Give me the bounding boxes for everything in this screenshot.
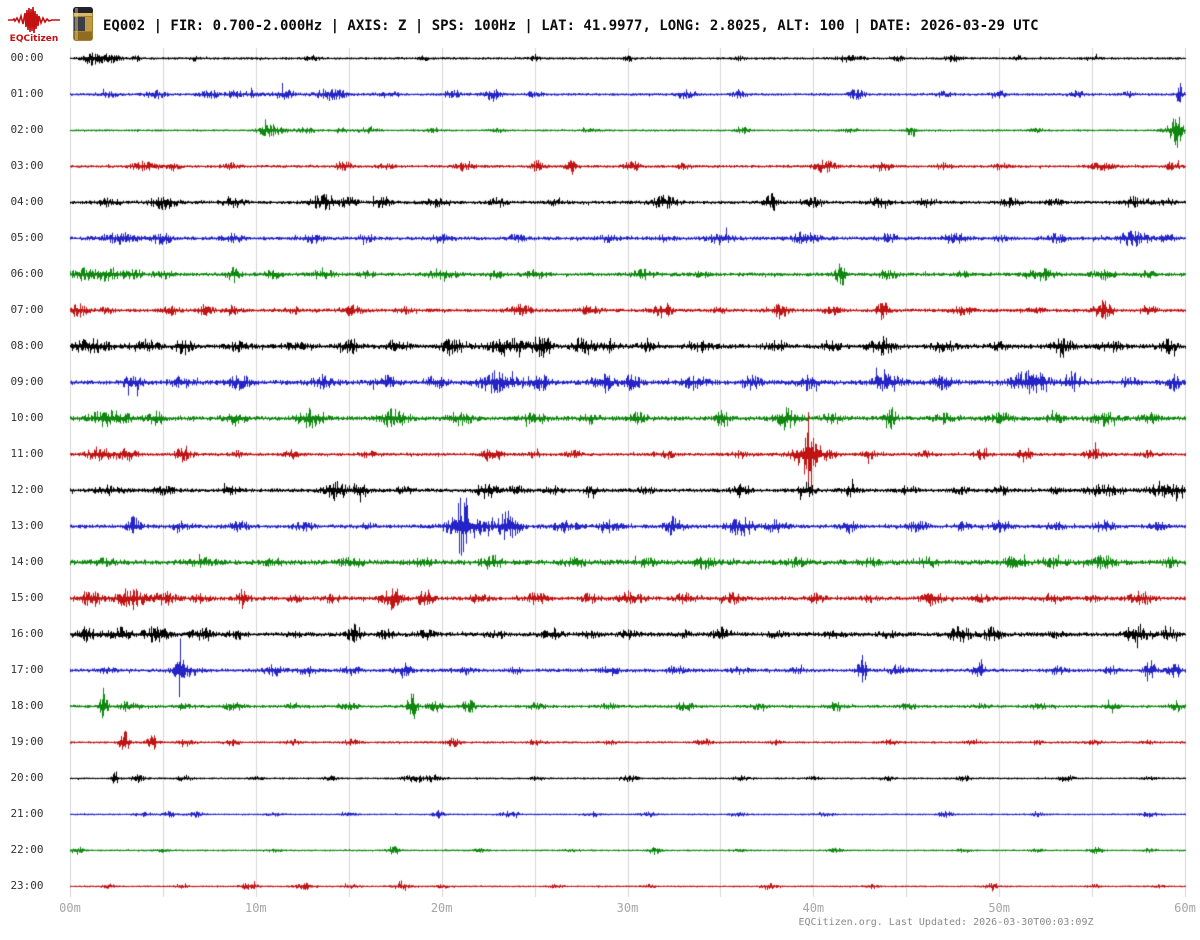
geophone-sensor-photo [70, 4, 96, 44]
hour-label: 03:00 [10, 159, 44, 172]
hour-label: 00:00 [10, 51, 44, 64]
hour-label: 09:00 [10, 375, 44, 388]
eqcitizen-logo-text: EQCitizen [9, 34, 59, 44]
hour-label: 16:00 [10, 627, 44, 640]
station-info-title: EQ002 | FIR: 0.700-2.000Hz | AXIS: Z | S… [103, 18, 1039, 34]
x-tick-label: 50m [988, 901, 1010, 915]
x-tick-label: 10m [244, 901, 267, 915]
hour-label: 01:00 [10, 87, 44, 100]
x-tick-label: 30m [616, 901, 639, 915]
hour-label: 19:00 [10, 735, 44, 748]
hour-label: 12:00 [10, 483, 44, 496]
hour-label: 04:00 [10, 195, 44, 208]
header: EQCitizen EQ002 | FIR: 0.700-2.000Hz | A… [0, 0, 1200, 50]
hour-label: 14:00 [10, 555, 44, 568]
hour-label: 02:00 [10, 123, 44, 136]
hour-label: 18:00 [10, 699, 44, 712]
hour-label: 20:00 [10, 771, 44, 784]
hour-label: 15:00 [10, 591, 44, 604]
x-tick-label: 40m [802, 901, 825, 915]
hour-label: 06:00 [10, 267, 44, 280]
hour-label: 21:00 [10, 807, 44, 820]
hour-label: 08:00 [10, 339, 44, 352]
hour-label: 23:00 [10, 879, 44, 892]
hour-label: 11:00 [10, 447, 44, 460]
hour-label: 10:00 [10, 411, 44, 424]
hour-label: 22:00 [10, 843, 44, 856]
hour-label: 13:00 [10, 519, 44, 532]
seismic-waveform-icon [8, 6, 60, 34]
hour-label: 07:00 [10, 303, 44, 316]
hour-label: 17:00 [10, 663, 44, 676]
x-tick-label: 60m [1174, 901, 1196, 915]
x-tick-label: 00m [59, 901, 81, 915]
x-tick-label: 20m [430, 901, 453, 915]
eqcitizen-logo[interactable]: EQCitizen [8, 6, 60, 46]
hour-label: 05:00 [10, 231, 44, 244]
footer-last-updated: EQCitizen.org. Last Updated: 2026-03-30T… [798, 917, 1094, 928]
